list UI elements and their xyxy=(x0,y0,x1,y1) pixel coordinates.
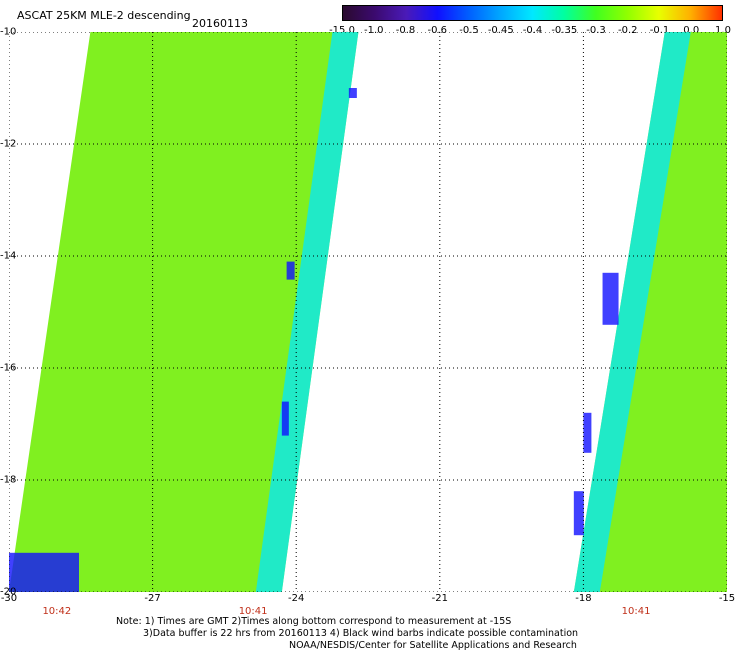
product-title: ASCAT 25KM MLE-2 descending xyxy=(17,9,191,22)
colorbar-labels: -15.0 -1.0 -0.8 -0.6 -0.5 -0.45 -0.4 -0.35 -0.3-… xyxy=(329,25,735,39)
product-date: 20160113 xyxy=(192,17,248,30)
swath-map xyxy=(9,32,727,592)
time-label: 10:41 xyxy=(621,606,651,617)
colorbar-tick-label: -0.8 xyxy=(395,25,416,36)
colorbar-tick-label: -1.0 xyxy=(363,25,384,36)
colorbar xyxy=(342,5,723,21)
colorbar-tick-label: -0.45 xyxy=(487,25,514,36)
strong-wind-patch xyxy=(573,491,584,536)
longitude-tick-label: -30 xyxy=(0,593,18,604)
time-label: 10:42 xyxy=(42,606,72,617)
longitude-tick-label: -27 xyxy=(144,593,161,604)
note-line-1: Note: 1) Times are GMT 2)Times along bot… xyxy=(116,616,512,627)
longitude-tick-label: -21 xyxy=(431,593,448,604)
longitude-tick-label: -24 xyxy=(288,593,305,604)
strong-wind-patch xyxy=(602,272,619,325)
colorbar-tick-label: -0.35 xyxy=(551,25,578,36)
strong-wind-patch xyxy=(286,261,295,280)
strong-wind-patch xyxy=(9,552,79,592)
note-line-2: 3)Data buffer is 22 hrs from 20160113 4)… xyxy=(143,628,579,639)
colorbar-tick-label: -0.6 xyxy=(427,25,448,36)
colorbar-tick-label: 0.0 xyxy=(683,25,700,36)
colorbar-tick-label: -0.4 xyxy=(522,25,543,36)
colorbar-tick-label: -15.0 xyxy=(329,25,355,36)
colorbar-tick-label: -0.3 xyxy=(586,25,606,36)
colorbar-tick-label: -0.2 xyxy=(617,25,638,36)
swath-edge-band-1 xyxy=(255,32,359,592)
swath-edge-band-2 xyxy=(573,32,691,592)
strong-wind-patch xyxy=(583,412,592,453)
strong-wind-patch xyxy=(281,401,289,436)
strong-wind-patch xyxy=(348,88,357,98)
colorbar-tick-label: -0.5 xyxy=(459,25,479,36)
swath-1 xyxy=(9,32,359,592)
longitude-tick-label: -15 xyxy=(718,593,736,604)
longitude-tick-label: -18 xyxy=(575,593,592,604)
colorbar-tick-label: 1.0 xyxy=(715,25,731,36)
footnotes: Note: 1) Times are GMT 2)Times along bot… xyxy=(116,616,578,652)
colorbar-tick-label: -0.1 xyxy=(649,25,670,36)
note-line-3: NOAA/NESDIS/Center for Satellite Applica… xyxy=(289,640,577,651)
time-label: 10:41 xyxy=(238,606,268,617)
